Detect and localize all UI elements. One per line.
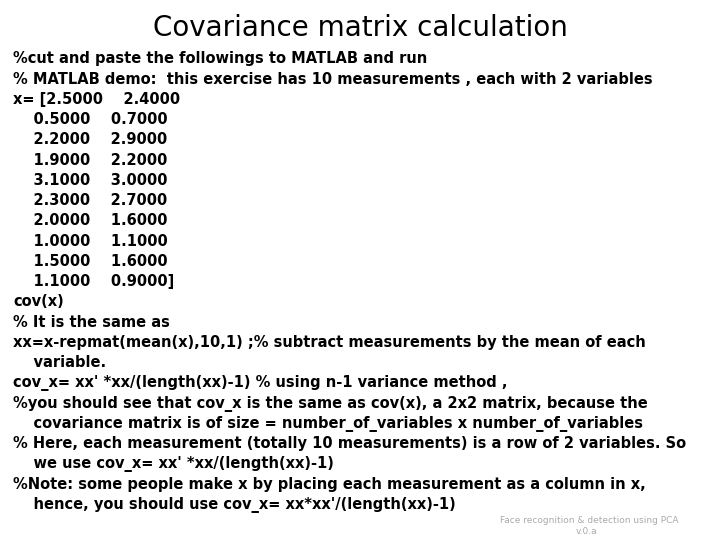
Text: 0.5000    0.7000: 0.5000 0.7000	[13, 112, 168, 127]
Text: covariance matrix is of size = number_of_variables x number_of_variables: covariance matrix is of size = number_of…	[13, 416, 643, 432]
Text: 1.9000    2.2000: 1.9000 2.2000	[13, 152, 167, 167]
Text: xx=x-repmat(mean(x),10,1) ;% subtract measurements by the mean of each: xx=x-repmat(mean(x),10,1) ;% subtract me…	[13, 335, 646, 350]
Text: x= [2.5000    2.4000: x= [2.5000 2.4000	[13, 92, 180, 107]
Text: 2.2000    2.9000: 2.2000 2.9000	[13, 132, 167, 147]
Text: variable.: variable.	[13, 355, 106, 370]
Text: %you should see that cov_x is the same as cov(x), a 2x2 matrix, because the: %you should see that cov_x is the same a…	[13, 395, 648, 411]
Text: % Here, each measurement (totally 10 measurements) is a row of 2 variables. So: % Here, each measurement (totally 10 mea…	[13, 436, 686, 451]
Text: cov(x): cov(x)	[13, 294, 63, 309]
Text: cov_x= xx' *xx/(length(xx)-1) % using n-1 variance method ,: cov_x= xx' *xx/(length(xx)-1) % using n-…	[13, 375, 508, 391]
Text: 1.1000    0.9000]: 1.1000 0.9000]	[13, 274, 174, 289]
Text: 3.1000    3.0000: 3.1000 3.0000	[13, 173, 168, 188]
Text: v.0.a: v.0.a	[576, 526, 598, 536]
Text: % It is the same as: % It is the same as	[13, 314, 170, 329]
Text: % MATLAB demo:  this exercise has 10 measurements , each with 2 variables: % MATLAB demo: this exercise has 10 meas…	[13, 71, 652, 86]
Text: Face recognition & detection using PCA: Face recognition & detection using PCA	[500, 516, 679, 525]
Text: Covariance matrix calculation: Covariance matrix calculation	[153, 14, 567, 42]
Text: 2.3000    2.7000: 2.3000 2.7000	[13, 193, 167, 208]
Text: 1.5000    1.6000: 1.5000 1.6000	[13, 254, 168, 269]
Text: 1.0000    1.1000: 1.0000 1.1000	[13, 233, 168, 248]
Text: 2.0000    1.6000: 2.0000 1.6000	[13, 213, 168, 228]
Text: hence, you should use cov_x= xx*xx'/(length(xx)-1): hence, you should use cov_x= xx*xx'/(len…	[13, 497, 456, 513]
Text: %cut and paste the followings to MATLAB and run: %cut and paste the followings to MATLAB …	[13, 51, 427, 66]
Text: we use cov_x= xx' *xx/(length(xx)-1): we use cov_x= xx' *xx/(length(xx)-1)	[13, 456, 334, 472]
Text: %Note: some people make x by placing each measurement as a column in x,: %Note: some people make x by placing eac…	[13, 476, 646, 491]
